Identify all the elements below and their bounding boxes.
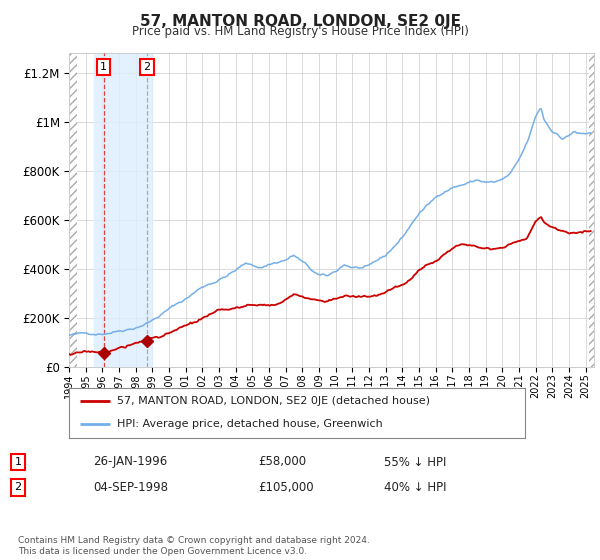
Text: 2: 2 <box>14 482 22 492</box>
Bar <box>589 53 595 367</box>
Text: 1: 1 <box>100 62 107 72</box>
Text: 2: 2 <box>143 62 151 72</box>
Text: 04-SEP-1998: 04-SEP-1998 <box>93 480 168 494</box>
Text: 57, MANTON ROAD, LONDON, SE2 0JE (detached house): 57, MANTON ROAD, LONDON, SE2 0JE (detach… <box>117 396 430 406</box>
Text: 40% ↓ HPI: 40% ↓ HPI <box>384 480 446 494</box>
Text: 57, MANTON ROAD, LONDON, SE2 0JE: 57, MANTON ROAD, LONDON, SE2 0JE <box>139 14 461 29</box>
Text: 1: 1 <box>14 457 22 467</box>
Bar <box>94 53 152 367</box>
Text: Contains HM Land Registry data © Crown copyright and database right 2024.
This d: Contains HM Land Registry data © Crown c… <box>18 536 370 556</box>
Text: £105,000: £105,000 <box>258 480 314 494</box>
Text: £58,000: £58,000 <box>258 455 306 469</box>
Bar <box>69 53 77 367</box>
Text: 55% ↓ HPI: 55% ↓ HPI <box>384 455 446 469</box>
Text: Price paid vs. HM Land Registry's House Price Index (HPI): Price paid vs. HM Land Registry's House … <box>131 25 469 38</box>
Text: 26-JAN-1996: 26-JAN-1996 <box>93 455 167 469</box>
Text: HPI: Average price, detached house, Greenwich: HPI: Average price, detached house, Gree… <box>117 419 383 430</box>
